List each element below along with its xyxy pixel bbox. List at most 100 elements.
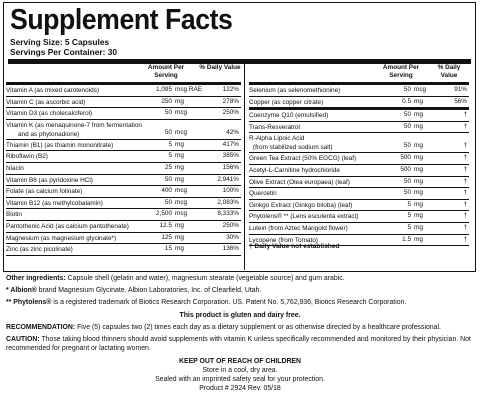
nutrient-daily-value: 122% <box>222 86 239 93</box>
nutrient-unit: mg <box>414 97 423 105</box>
nutrient-row: Riboflavin (B2) 5 mg 385% <box>6 151 241 163</box>
nutrient-daily-value: † <box>463 223 467 231</box>
nutrient-amount: 50 <box>403 189 411 197</box>
nutrient-daily-value: 250% <box>222 109 239 117</box>
storage-note: Store in a cool, dry area. <box>202 367 278 374</box>
table-header: Amount Per Serving % Daily Value <box>6 62 241 82</box>
recommendation-text: Five (5) capsules two (2) times each day… <box>75 324 441 331</box>
nutrient-daily-value: † <box>463 165 467 173</box>
nutrient-amount: 5 <box>407 212 411 220</box>
nutrient-name-line2: (from stabilized sodium salt) <box>253 144 333 152</box>
nutrient-row: Vitamin B12 (as methylcobalamin) 50 mcg 2,0… <box>6 198 241 210</box>
nutrient-amount: 2,500 <box>156 210 172 218</box>
nutrient-unit: mg <box>175 245 184 253</box>
nutrient-row: Pantothenic Acid (as calcium pantothenat… <box>6 221 241 233</box>
nutrient-amount: 50 <box>164 198 172 206</box>
nutrient-unit: mg <box>175 163 184 171</box>
phytolens-label: ** Phytolens® <box>6 299 52 306</box>
nutrient-daily-value: † <box>463 154 467 162</box>
column-divider <box>244 62 245 270</box>
nutrient-amount: 250 <box>161 97 172 105</box>
nutrient-row: Selenium (as selenomethionine) 50 mcg 91% <box>249 85 469 97</box>
nutrient-daily-value: 156% <box>222 163 239 171</box>
nutrient-amount: 1.5 <box>402 235 411 243</box>
other-ingredients-text: Capsule shell (gelatin and water), magne… <box>65 275 345 282</box>
nutrient-daily-value: 91% <box>454 86 467 93</box>
other-ingredients: Other ingredients: Capsule shell (gelati… <box>6 274 474 283</box>
nutrient-name-line1: R-Alpha Lipoic Acid <box>249 135 305 143</box>
nutrient-name: Olive Extract (Olea europaea) (leaf) <box>249 178 350 186</box>
header-rule <box>6 82 241 85</box>
caution-text: Those taking blood thinners should avoid… <box>6 336 471 352</box>
nutrient-unit: mcg <box>175 128 188 136</box>
albion-note: * Albion® brand Magnesium Glycinate. Alb… <box>6 286 474 295</box>
nutrient-daily-value: † <box>463 122 467 130</box>
nutrient-unit: mg <box>175 233 184 241</box>
nutrient-row: Vitamin B6 (as pyridoxine HCl) 50 mg 2,941% <box>6 175 241 187</box>
nutrient-name: Phytolens® ** (Lens esculenta extract) <box>249 213 359 221</box>
nutrient-name: Trans-Resveratrol <box>249 123 300 131</box>
nutrient-unit: mcg <box>175 109 188 117</box>
nutrient-name: Coenzyme Q10 (emulsified) <box>249 112 329 120</box>
nutrient-name: Magnesium (as magnesium glycinate*) <box>6 234 117 242</box>
nutrient-amount: 50 <box>164 175 172 183</box>
nutrient-unit: mg <box>414 111 423 119</box>
nutrient-unit: mg <box>414 122 423 130</box>
nutrient-name: Folate (as calcium folinate) <box>6 188 83 196</box>
nutrient-name: Zinc (as zinc picolinate) <box>6 246 73 254</box>
nutrient-name: Vitamin K (as menaquinone-7 from ferment… <box>6 120 142 139</box>
nutrient-name: Vitamin B6 (as pyridoxine HCl) <box>6 176 93 184</box>
dv-footnote: † Daily Value not established <box>249 243 340 250</box>
nutrient-amount: 50 <box>403 111 411 119</box>
dv-header: % Daily Value <box>437 64 461 79</box>
nutrient-row: Niacin 25 mg 156% <box>6 163 241 175</box>
nutrient-unit: mg <box>414 154 423 162</box>
nutrient-amount: 400 <box>161 187 172 195</box>
nutrient-amount: 50 <box>403 142 411 150</box>
safety-seal-note: Sealed with an imprinted safety seal for… <box>155 376 325 383</box>
nutrient-unit: mg <box>414 177 423 185</box>
nutrient-name: Quercetin <box>249 190 277 198</box>
nutrient-row: Phytolens® ** (Lens esculenta extract) 5 m… <box>249 211 469 223</box>
nutrient-amount: 0.5 <box>402 97 411 105</box>
nutrient-amount: 5 <box>168 152 172 160</box>
nutrient-unit: mg <box>175 97 184 105</box>
nutrient-unit: mcg <box>175 187 188 195</box>
nutrient-daily-value: † <box>463 212 467 220</box>
nutrient-amount: 50 <box>403 122 411 130</box>
nutrient-amount: 25 <box>164 163 172 171</box>
nutrient-row: Copper (as copper citrate) 0.5 mg 56% <box>249 97 469 111</box>
nutrient-table-left: Amount Per Serving % Daily Value Vitamin… <box>6 62 241 256</box>
nutrient-daily-value: 30% <box>226 233 239 241</box>
nutrient-row: Lycopene (from Tomato) 1.5 mg † <box>249 235 469 247</box>
nutrient-amount: 15 <box>164 245 172 253</box>
nutrient-row: Thiamin (B1) (as thiamin mononitrate) 5 mg… <box>6 140 241 152</box>
nutrient-amount: 125 <box>161 233 172 241</box>
nutrient-daily-value: 56% <box>454 97 467 105</box>
nutrient-row: Zinc (as zinc picolinate) 15 mg 136% <box>6 244 241 256</box>
nutrient-unit: mg <box>414 235 423 243</box>
header-rule <box>249 82 469 85</box>
serving-size: Serving Size: 5 Capsules <box>10 37 110 47</box>
servings-per-container: Servings Per Container: 30 <box>10 47 118 57</box>
albion-text: brand Magnesium Glycinate. Albion Labora… <box>36 287 262 294</box>
product-number: Product # 2924 Rev. 05/18 <box>199 385 281 392</box>
nutrient-unit: mcg <box>175 198 188 206</box>
nutrient-row: Quercetin 50 mg † <box>249 188 469 200</box>
nutrient-name: Lycopene (from Tomato) <box>249 236 318 244</box>
nutrient-daily-value: 385% <box>222 152 239 160</box>
nutrient-unit: mg <box>175 221 184 229</box>
nutrient-name: Pantothenic Acid (as calcium pantothenat… <box>6 222 129 230</box>
nutrient-amount: 5 <box>407 223 411 231</box>
panel-title: Supplement Facts <box>10 4 233 36</box>
nutrient-name: Riboflavin (B2) <box>6 153 48 161</box>
nutrient-amount: 12.5 <box>159 221 172 229</box>
nutrient-name: Green Tea Extract (50% EGCG) (leaf) <box>249 155 357 163</box>
nutrient-row: Vitamin K (as menaquinone-7 from ferment… <box>6 120 241 140</box>
other-ingredients-label: Other ingredients: <box>6 275 66 282</box>
nutrient-daily-value: 250% <box>222 221 239 229</box>
recommendation: RECOMMENDATION: Five (5) capsules two (2… <box>6 323 474 332</box>
nutrient-row: Ginkgo Extract (Ginkgo biloba) (leaf) 5 mg… <box>249 200 469 212</box>
supplement-facts-panel: Supplement Facts Serving Size: 5 Capsule… <box>3 2 476 272</box>
nutrient-name-line1: Vitamin K (as menaquinone-7 from ferment… <box>6 121 142 129</box>
